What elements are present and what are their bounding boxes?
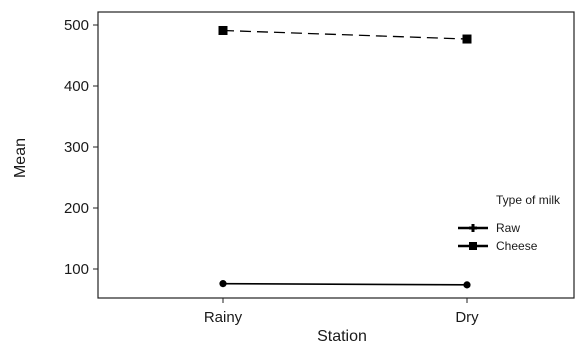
plot-frame [97,11,575,299]
legend-marker-cheese [469,242,477,250]
point-raw-rainy [219,280,227,288]
x-tick-label: Rainy [204,309,243,326]
x-tick-label: Dry [455,309,479,326]
legend-label-raw: Raw [496,221,520,235]
legend-label-cheese: Cheese [496,239,538,253]
point-cheese-rainy [218,25,228,35]
y-tick-label: 200 [64,200,89,217]
point-cheese-dry [462,34,472,44]
point-raw-dry [463,281,471,289]
series-line-raw [222,282,468,286]
y-tick-label: 500 [64,17,89,34]
x-axis-title: Station [317,328,367,345]
y-tick-label: 100 [64,261,89,278]
legend: Type of milk Raw Cheese [458,193,561,253]
series-line-cheese [222,29,468,40]
legend-marker-raw [469,224,477,232]
y-axis-title: Mean [12,138,29,178]
series-layer [218,25,472,289]
x-axis: Rainy Dry [204,298,479,326]
y-axis: 100 200 300 400 500 [64,17,98,278]
y-tick-label: 400 [64,78,89,95]
y-tick-label: 300 [64,139,89,156]
legend-title: Type of milk [496,193,561,207]
